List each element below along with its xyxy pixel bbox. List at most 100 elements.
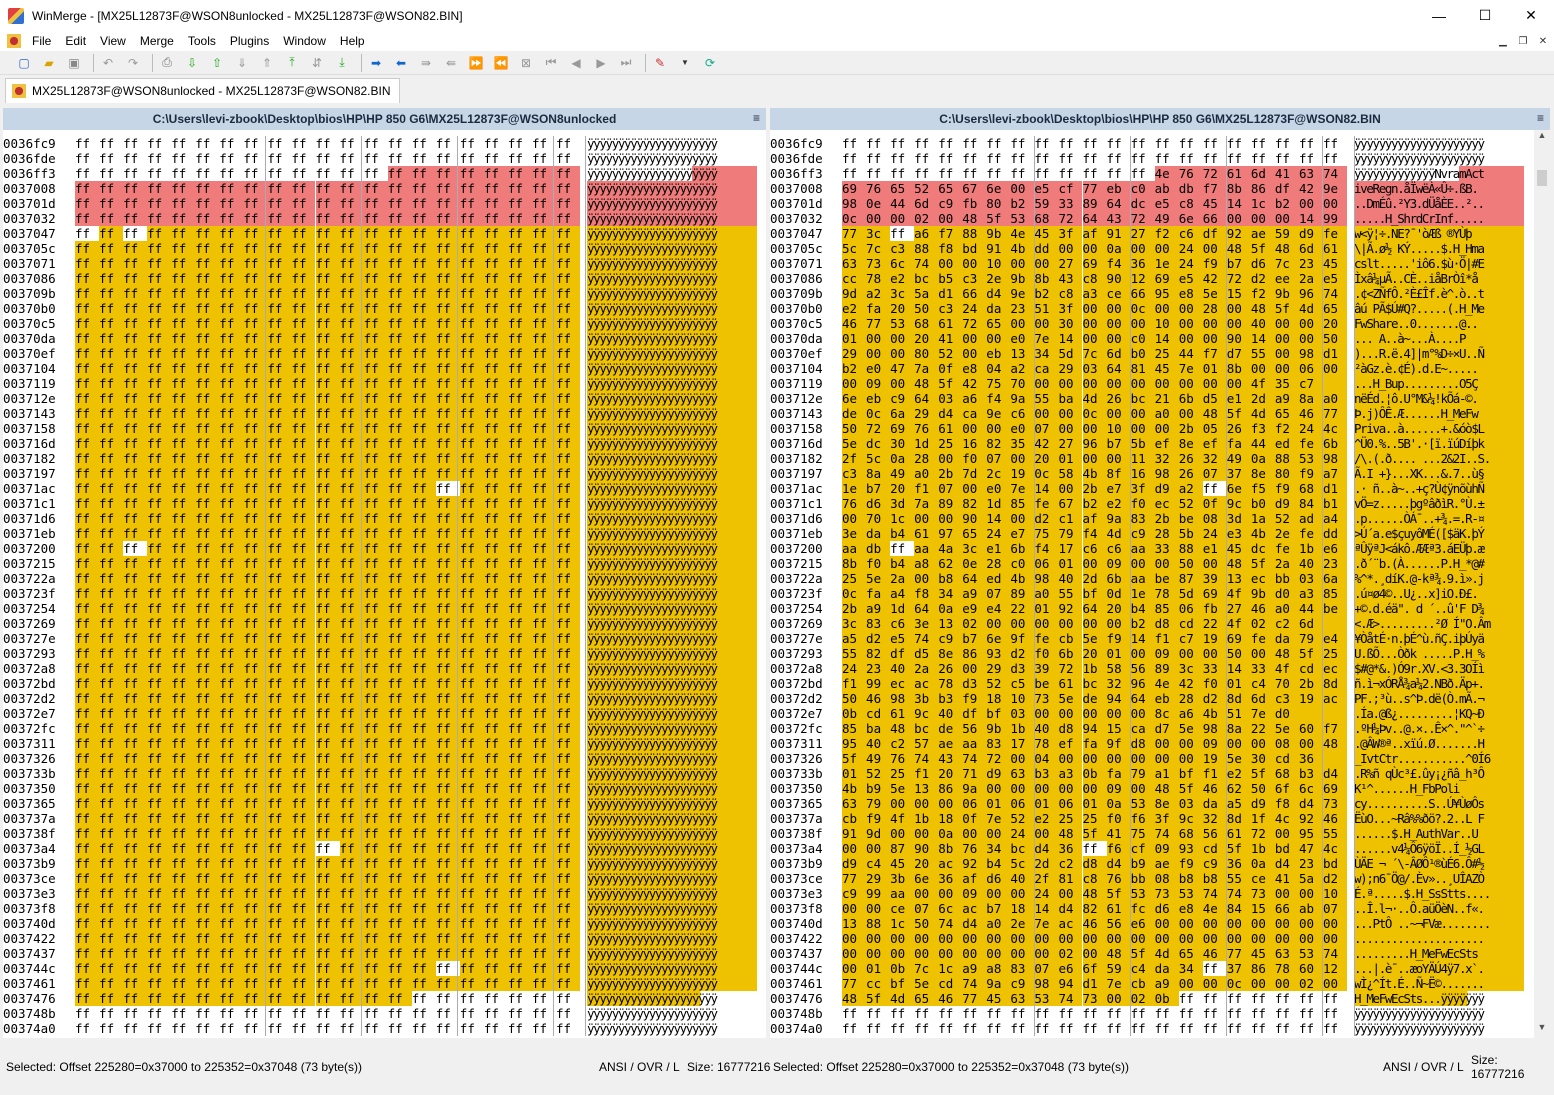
hex-byte[interactable]: ff <box>435 736 460 751</box>
hex-byte[interactable]: 00 <box>1154 421 1179 436</box>
hex-byte[interactable]: ff <box>123 346 148 361</box>
hex-byte[interactable]: ff <box>267 526 292 541</box>
hex-byte[interactable]: 65 <box>1323 301 1347 316</box>
hex-byte[interactable]: e1 <box>1202 541 1227 556</box>
hex-byte[interactable]: ff <box>387 841 412 856</box>
hex-byte[interactable]: ff <box>1082 841 1107 856</box>
hex-byte[interactable]: 00 <box>1178 646 1203 661</box>
hex-byte[interactable]: f4 <box>1106 256 1131 271</box>
hex-byte[interactable]: ff <box>219 526 244 541</box>
hex-byte[interactable]: ff <box>315 376 340 391</box>
hex-byte[interactable]: 1a <box>1250 511 1275 526</box>
hex-byte[interactable]: ff <box>291 781 316 796</box>
hex-byte[interactable]: ff <box>99 571 124 586</box>
hex-byte[interactable]: f9 <box>1298 466 1323 481</box>
hex-byte[interactable]: ff <box>75 841 99 856</box>
hex-byte[interactable]: ff <box>483 571 508 586</box>
hex-byte[interactable]: ff <box>75 436 99 451</box>
hex-byte[interactable]: ff <box>556 256 580 271</box>
hex-byte[interactable]: 25 <box>1154 346 1179 361</box>
hex-byte[interactable]: ff <box>243 211 268 226</box>
hex-byte[interactable]: cd <box>866 706 891 721</box>
hex-byte[interactable]: 00 <box>1178 931 1203 946</box>
hex-byte[interactable]: ff <box>483 436 508 451</box>
hex-byte[interactable]: 14 <box>1130 631 1155 646</box>
mdi-restore-icon[interactable]: ❐ <box>1518 35 1528 47</box>
hex-byte[interactable]: e5 <box>1323 271 1347 286</box>
hex-byte[interactable]: 00 <box>914 886 939 901</box>
hex-byte[interactable]: ff <box>99 916 124 931</box>
hex-byte[interactable]: ff <box>147 511 172 526</box>
hex-byte[interactable]: 00 <box>842 841 866 856</box>
hex-byte[interactable]: ff <box>507 331 532 346</box>
hex-byte[interactable]: 76 <box>842 496 866 511</box>
hex-byte[interactable]: ff <box>459 646 484 661</box>
hex-byte[interactable]: ff <box>339 616 364 631</box>
hex-byte[interactable]: ff <box>556 331 580 346</box>
hex-byte[interactable]: ff <box>147 796 172 811</box>
hex-byte[interactable]: ff <box>315 691 340 706</box>
hex-byte[interactable]: ff <box>99 691 124 706</box>
hex-byte[interactable]: 33 <box>1250 661 1275 676</box>
ascii-text[interactable]: ÿÿÿÿÿÿÿÿÿÿÿÿÿÿÿÿÿÿÿÿÿ <box>587 571 757 586</box>
hex-byte[interactable]: 32 <box>1202 451 1227 466</box>
hex-byte[interactable]: 9f <box>1106 736 1131 751</box>
hex-byte[interactable]: ff <box>219 691 244 706</box>
hex-byte[interactable]: ff <box>291 391 316 406</box>
hex-byte[interactable]: 24 <box>1010 826 1035 841</box>
hex-byte[interactable]: ff <box>171 721 196 736</box>
hex-byte[interactable]: 94 <box>1082 721 1107 736</box>
hex-byte[interactable]: 09 <box>1154 646 1179 661</box>
hex-byte[interactable]: ff <box>459 316 484 331</box>
hex-byte[interactable]: e0 <box>866 361 891 376</box>
hex-byte[interactable]: 45 <box>1154 361 1179 376</box>
hex-byte[interactable]: b7 <box>962 631 987 646</box>
hex-byte[interactable]: ff <box>123 886 148 901</box>
hex-byte[interactable]: 12 <box>1130 271 1155 286</box>
hex-byte[interactable]: 98 <box>1323 451 1347 466</box>
hex-byte[interactable]: 00 <box>938 451 963 466</box>
hex-byte[interactable]: ff <box>339 241 364 256</box>
hex-byte[interactable]: ff <box>315 631 340 646</box>
hex-byte[interactable]: d2 <box>1250 271 1275 286</box>
hex-byte[interactable]: 00 <box>842 961 866 976</box>
hex-byte[interactable]: ff <box>507 226 532 241</box>
hex-byte[interactable]: ff <box>483 196 508 211</box>
hex-byte[interactable]: ff <box>171 526 196 541</box>
ascii-text[interactable]: cy..........S..Ú¥ÙøÔs <box>1354 796 1524 811</box>
hex-byte[interactable]: ff <box>339 406 364 421</box>
hex-byte[interactable]: ff <box>195 151 211 166</box>
hex-byte[interactable]: ff <box>411 196 436 211</box>
hex-byte[interactable]: 77 <box>1226 946 1251 961</box>
hex-byte[interactable]: 6e <box>1178 211 1203 226</box>
hex-byte[interactable]: b2 <box>842 361 866 376</box>
hex-byte[interactable]: 5f <box>1298 646 1323 661</box>
hex-byte[interactable]: ff <box>123 751 148 766</box>
hex-byte[interactable]: ff <box>243 406 268 421</box>
hex-byte[interactable]: ff <box>914 1006 930 1021</box>
hex-byte[interactable]: ff <box>267 1021 283 1036</box>
hex-byte[interactable]: ff <box>99 286 124 301</box>
hex-byte[interactable]: ff <box>291 211 316 226</box>
hex-byte[interactable]: 15 <box>1106 721 1131 736</box>
hex-byte[interactable]: ff <box>123 901 148 916</box>
hex-byte[interactable]: ff <box>1082 151 1098 166</box>
hex-byte[interactable]: 6c <box>890 256 915 271</box>
hex-byte[interactable]: 82 <box>962 496 987 511</box>
hex-byte[interactable]: ff <box>99 886 124 901</box>
hex-byte[interactable]: ff <box>531 661 556 676</box>
hex-byte[interactable]: b9 <box>866 781 891 796</box>
ascii-text[interactable]: ÿÿÿÿÿÿÿÿÿÿÿÿÿÿÿÿÿÿÿÿÿ <box>587 691 757 706</box>
ascii-text[interactable]: ÿÿÿÿÿÿÿÿÿÿÿÿÿÿÿÿÿÿÿÿÿ <box>587 151 718 166</box>
hex-byte[interactable]: 00 <box>1034 946 1059 961</box>
hex-byte[interactable]: ff <box>339 151 355 166</box>
hex-byte[interactable]: 07 <box>1202 466 1227 481</box>
hex-byte[interactable]: 23 <box>1010 301 1035 316</box>
hex-byte[interactable]: 01 <box>1082 796 1107 811</box>
hex-byte[interactable]: 90 <box>1106 271 1131 286</box>
hex-byte[interactable]: ff <box>99 526 124 541</box>
hex-byte[interactable]: bd <box>1274 841 1299 856</box>
hex-byte[interactable]: 2d <box>1250 391 1275 406</box>
hex-byte[interactable]: e7 <box>1010 526 1035 541</box>
hex-byte[interactable]: 07 <box>1034 961 1059 976</box>
